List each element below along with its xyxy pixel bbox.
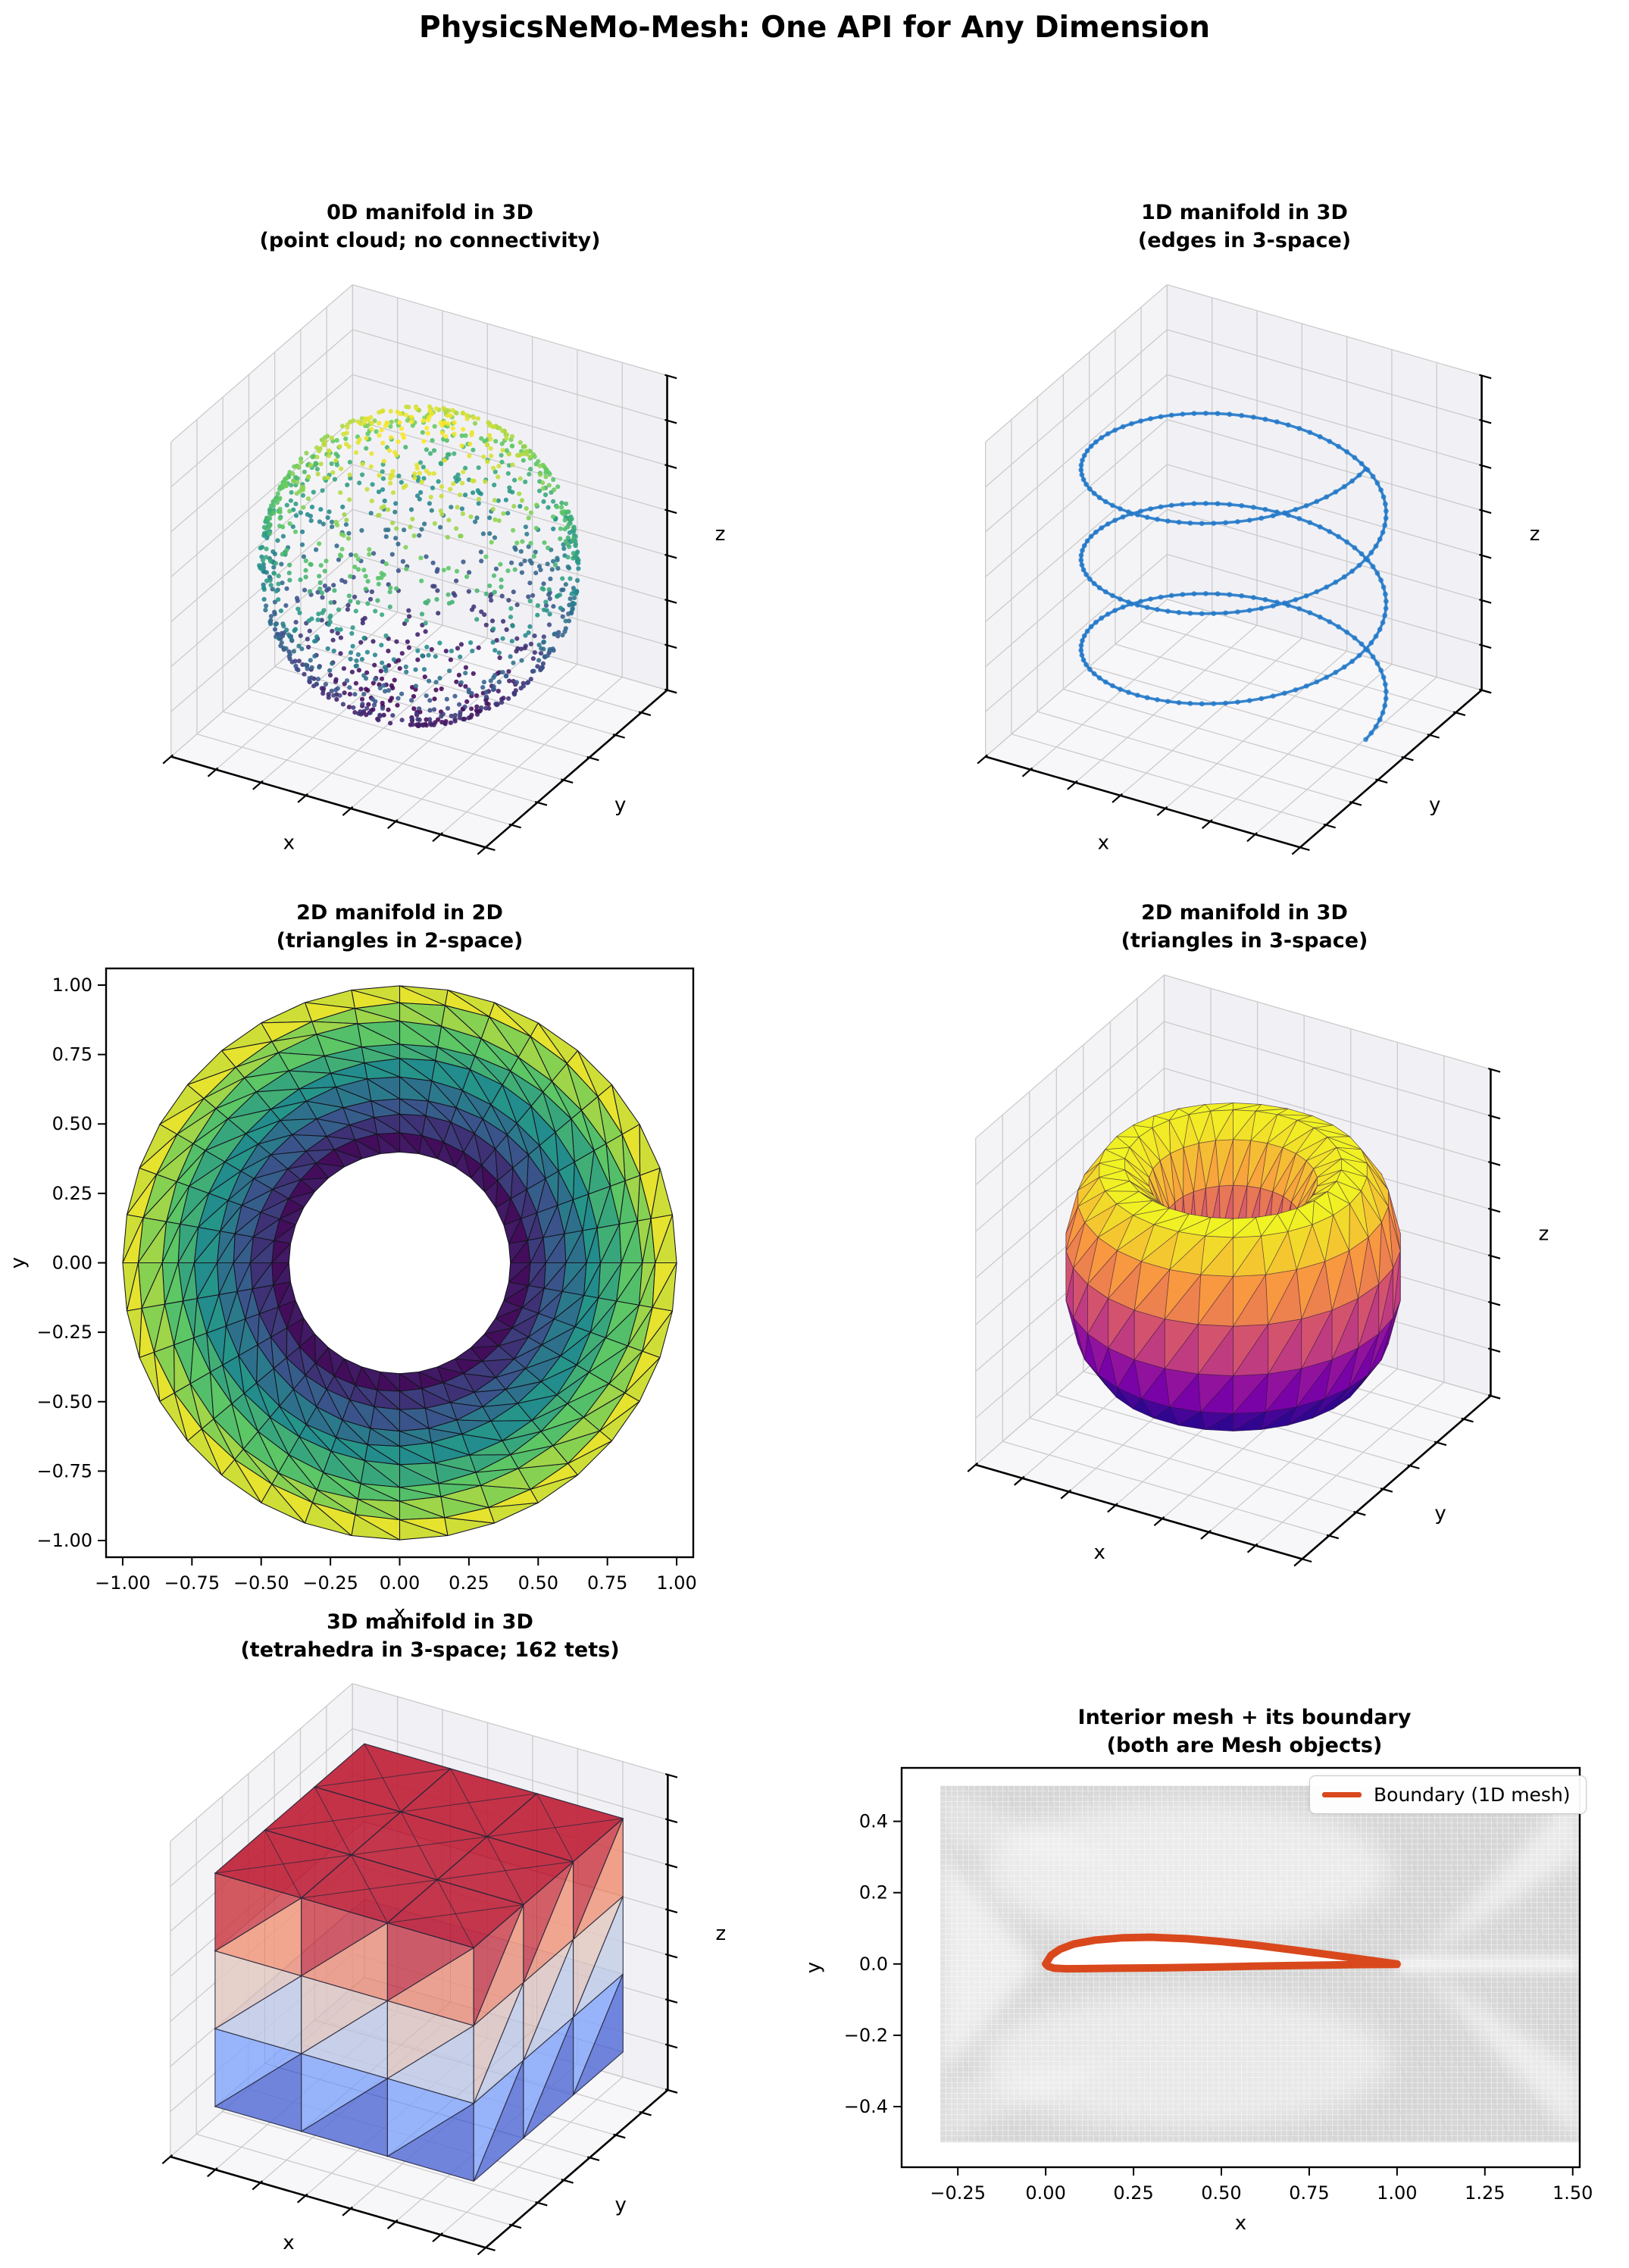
axes2d: −0.25 0.00 0.25 0.50 0.75 1.00 1.25 1.50 0.4 0.2 0…: [802, 1766, 1593, 2235]
subplot-title-0d: 0D manifold in 3D (point cloud; no conne…: [45, 199, 814, 255]
subplot-title-3d-line2: (tetrahedra in 3-space; 162 tets): [240, 1638, 620, 1663]
z-axis-label: z: [716, 1922, 727, 1945]
y-axis-label: y: [1434, 1503, 1446, 1525]
plot-1d-helix: x y z: [977, 284, 1540, 856]
subplot-title-1d: 1D manifold in 3D (edges in 3-space): [860, 199, 1629, 255]
subplot-title-2d2: 2D manifold in 2D (triangles in 2-space): [15, 899, 784, 956]
y-tick-label: −0.4: [844, 2096, 888, 2117]
x-tick-label: 0.50: [518, 1572, 558, 1594]
subplot-title-3d: 3D manifold in 3D (tetrahedra in 3-space…: [45, 1608, 814, 1665]
x-tick-label: −0.25: [302, 1572, 358, 1594]
subplot-title-2d3: 2D manifold in 3D (triangles in 3-space): [860, 899, 1629, 956]
subplot-title-interior: Interior mesh + its boundary (both are M…: [860, 1703, 1629, 1760]
subplot-title-interior-line1: Interior mesh + its boundary: [1077, 1706, 1412, 1729]
x-tick-label: 0.75: [1289, 2182, 1329, 2204]
axes3d-axis-lines: [161, 1772, 678, 2256]
x-tick-label: 1.00: [656, 1572, 696, 1594]
y-tick-label: 0.75: [52, 1044, 92, 1065]
interior-mesh-texture: [940, 1785, 1580, 2143]
plot-2d-torus: x y z: [967, 974, 1549, 1567]
axes3d-panes: [985, 284, 1483, 848]
x-tick-label: −0.25: [930, 2182, 986, 2204]
z-axis-label: z: [1539, 1222, 1549, 1245]
subplot-title-1d-line2: (edges in 3-space): [1137, 229, 1352, 253]
axes2d: −1.00 −0.75 −0.50 −0.25 0.00 0.25 0.50 0.75 1.00…: [7, 967, 697, 1625]
x-tick-label: 0.50: [1201, 2182, 1241, 2204]
z-axis-label: z: [715, 523, 726, 546]
annulus-trimesh: [122, 985, 677, 1541]
x-tick-label: 0.00: [1025, 2182, 1065, 2204]
y-axis-label: y: [614, 794, 626, 817]
subplot-title-2d3-line1: 2D manifold in 3D: [1141, 901, 1348, 924]
y-tick-label: 0.2: [859, 1882, 888, 1904]
plot-interior-mesh: −0.25 0.00 0.25 0.50 0.75 1.00 1.25 1.50 0.4 0.2 0…: [802, 1766, 1593, 2235]
x-tick-label: −1.00: [95, 1572, 151, 1594]
y-axis-label: y: [614, 2194, 626, 2216]
y-tick-label: −0.50: [36, 1391, 92, 1412]
y-tick-label: 0.00: [52, 1253, 92, 1274]
axes3d-axis-lines: [967, 1068, 1501, 1567]
x-tick-label: 1.50: [1552, 2182, 1593, 2204]
y-tick-label: −1.00: [36, 1530, 92, 1551]
y-tick-label: 0.0: [859, 1954, 888, 1975]
subplot-title-2d3-line2: (triangles in 3-space): [1121, 929, 1368, 953]
plot-0d-point-cloud: x y z: [162, 284, 726, 856]
x-tick-label: −0.75: [164, 1572, 220, 1594]
x-tick-label: 0.00: [380, 1572, 420, 1594]
subplot-title-0d-line2: (point cloud; no connectivity): [259, 229, 601, 253]
y-tick-label: 0.4: [859, 1811, 888, 1832]
x-tick-label: −0.50: [233, 1572, 289, 1594]
boundary-line-swatch: [1322, 1792, 1362, 1797]
y-tick-label: −0.2: [844, 2025, 888, 2046]
subplot-title-2d2-line2: (triangles in 2-space): [276, 929, 524, 953]
y-axis-label: y: [802, 1962, 825, 1973]
torus-trisurf: [1065, 1103, 1401, 1431]
x-tick-label: 1.25: [1465, 2182, 1505, 2204]
y-tick-label: −0.75: [36, 1460, 92, 1481]
legend-label: Boundary (1D mesh): [1374, 1784, 1571, 1806]
y-tick-label: 0.50: [52, 1113, 92, 1134]
airfoil-boundary: [1042, 1933, 1401, 1973]
figure-title: PhysicsNeMo-Mesh: One API for Any Dimens…: [418, 11, 1211, 45]
x-axis-label: x: [283, 831, 295, 854]
point-cloud-scatter: [257, 404, 581, 729]
axes3d-axis-lines: [162, 374, 677, 856]
subplot-title-interior-line2: (both are Mesh objects): [1106, 1734, 1383, 1758]
x-tick-label: 0.25: [449, 1572, 489, 1594]
x-axis-label: x: [394, 1602, 405, 1625]
x-tick-label: 1.00: [1377, 2182, 1417, 2204]
z-axis-label: z: [1530, 523, 1540, 546]
x-axis-label: x: [1235, 2212, 1246, 2235]
y-tick-label: 0.25: [52, 1183, 92, 1204]
y-tick-label: −0.25: [36, 1322, 92, 1343]
x-axis-label: x: [283, 2232, 294, 2254]
y-axis-label: y: [1429, 794, 1440, 817]
subplot-title-1d-line1: 1D manifold in 3D: [1141, 201, 1348, 224]
x-axis-label: x: [1098, 831, 1109, 854]
y-tick-label: 1.00: [52, 974, 92, 996]
plot-2d-annulus: −1.00 −0.75 −0.50 −0.25 0.00 0.25 0.50 0.75 1.00…: [7, 967, 697, 1625]
x-axis-label: x: [1093, 1541, 1105, 1564]
helix-line: [1078, 411, 1389, 743]
x-tick-label: 0.25: [1113, 2182, 1153, 2204]
subplot-title-3d-line1: 3D manifold in 3D: [327, 1610, 533, 1634]
tet-mesh: [214, 1743, 624, 2182]
axes3d-axis-lines: [977, 374, 1492, 856]
subplot-title-2d2-line1: 2D manifold in 2D: [296, 901, 503, 924]
axes3d-panes: [170, 284, 668, 848]
plot-3d-tets: x y z: [161, 1683, 727, 2256]
y-axis-label: y: [7, 1257, 30, 1269]
x-tick-label: 0.75: [587, 1572, 627, 1594]
legend: Boundary (1D mesh): [1309, 1775, 1587, 1814]
subplot-title-0d-line1: 0D manifold in 3D: [327, 201, 533, 224]
